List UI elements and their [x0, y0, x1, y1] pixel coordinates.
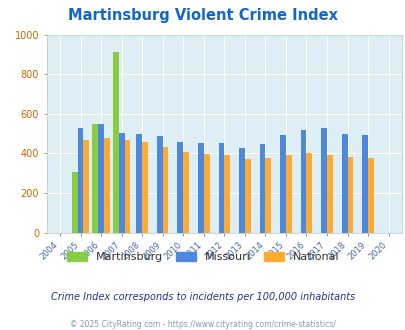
Bar [279, 135, 285, 233]
Bar [361, 135, 367, 233]
Bar [72, 172, 77, 233]
Bar [113, 52, 119, 233]
Bar [157, 136, 162, 233]
Bar [367, 158, 373, 233]
Bar [198, 143, 203, 233]
Bar [177, 142, 183, 233]
Bar [224, 155, 230, 233]
Bar [306, 153, 311, 233]
Text: Martinsburg Violent Crime Index: Martinsburg Violent Crime Index [68, 8, 337, 23]
Bar [203, 154, 209, 233]
Bar [285, 155, 291, 233]
Bar [142, 142, 147, 233]
Bar [300, 130, 306, 233]
Bar [124, 140, 130, 233]
Bar [77, 128, 83, 233]
Bar [239, 148, 244, 233]
Bar [98, 124, 104, 233]
Bar [119, 133, 124, 233]
Bar [83, 140, 89, 233]
Text: © 2025 CityRating.com - https://www.cityrating.com/crime-statistics/: © 2025 CityRating.com - https://www.city… [70, 320, 335, 329]
Bar [259, 144, 265, 233]
Bar [326, 155, 332, 233]
Text: Crime Index corresponds to incidents per 100,000 inhabitants: Crime Index corresponds to incidents per… [51, 292, 354, 302]
Bar [265, 158, 271, 233]
Bar [347, 157, 352, 233]
Bar [92, 124, 98, 233]
Bar [162, 147, 168, 233]
Bar [218, 143, 224, 233]
Bar [341, 134, 347, 233]
Bar [136, 134, 142, 233]
Bar [320, 128, 326, 233]
Bar [183, 152, 189, 233]
Bar [104, 138, 109, 233]
Bar [244, 159, 250, 233]
Legend: Martinsburg, Missouri, National: Martinsburg, Missouri, National [62, 248, 343, 267]
